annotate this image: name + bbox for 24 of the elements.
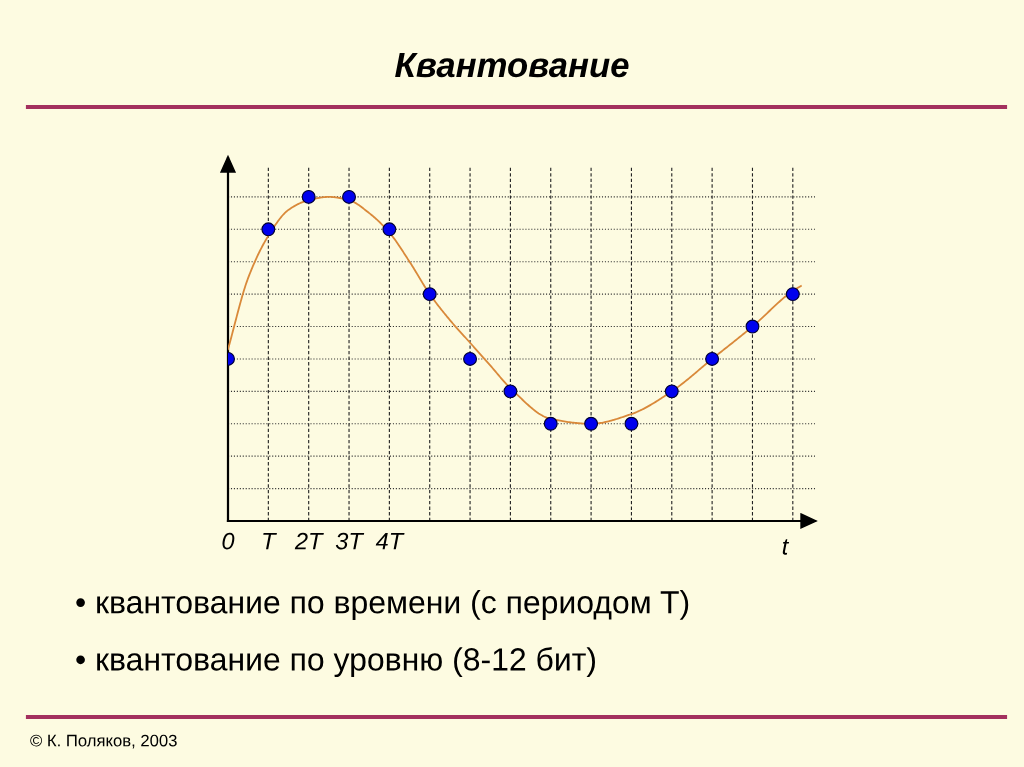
point [543,416,558,431]
point [463,351,478,366]
point [342,189,356,204]
x-axis-title: t [782,539,790,555]
point [261,222,276,237]
point [745,319,760,334]
point [664,384,679,399]
point [503,384,518,399]
point [624,416,639,431]
point [301,189,316,204]
point [382,222,397,237]
point [785,287,800,302]
chart-title: Квантование [395,53,629,78]
point [584,416,599,431]
x-tick-label: T [263,532,277,550]
text: © К. Поляков, 2003 [30,734,177,749]
x-tick-label: 3T [335,532,365,550]
point [422,287,437,302]
text: • квантование по уровню (8-12 бит) [76,646,595,678]
x-tick-label: 2T [294,532,324,550]
text: • квантование по времени (с периодом T) [76,590,689,620]
point [705,351,720,366]
x-tick-label: 4T [375,532,405,550]
x-tick-label: 0 [222,532,235,550]
